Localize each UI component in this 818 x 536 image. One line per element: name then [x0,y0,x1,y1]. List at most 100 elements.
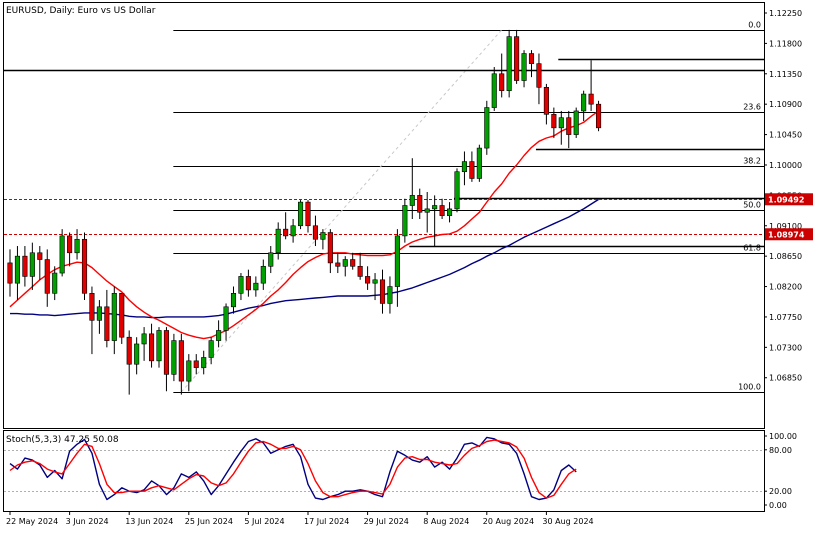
time-axis-label: 8 Aug 2024 [423,517,469,526]
candle-body [432,205,438,210]
time-axis-label: 29 Jul 2024 [364,517,409,526]
candlestick [22,246,28,287]
candlestick [178,333,184,395]
candle-body [446,208,453,216]
candle-body [417,195,423,213]
candle-body [89,293,95,321]
candlestick [394,229,400,307]
candlestick [7,249,13,297]
candle-body [528,53,535,64]
candle-body [186,360,192,382]
candle-body [283,228,289,237]
candlestick [253,276,259,297]
candle-body [290,225,296,237]
candle-body [111,293,117,341]
candlestick [372,273,378,301]
candle-body [365,276,371,284]
candlestick [275,222,281,260]
time-axis-label: 20 Aug 2024 [483,517,534,526]
candlestick [119,293,125,344]
candle-body [514,36,520,81]
candlestick [588,60,594,111]
price-axis-label: 1.10450 [769,131,802,140]
candle-body [201,357,207,368]
candlestick [357,252,363,280]
candle-body [193,360,199,368]
time-axis-label: 13 Jun 2024 [125,517,173,526]
candle-body [521,53,527,81]
candlestick [126,330,132,395]
candlestick [365,266,371,290]
candlestick [439,198,445,220]
candle-body [491,73,497,108]
candlestick [141,327,147,361]
candlestick [290,219,296,243]
candlestick [29,242,35,290]
price-tag-background [765,193,813,206]
fibonacci-level-label: 0.0 [748,21,761,30]
candlestick [499,53,505,98]
chart-title: EURUSD, Daily: Euro vs US Dollar [6,6,156,16]
fibonacci-trend-line [180,29,503,393]
candlestick [409,158,415,220]
candlestick [208,337,214,365]
time-axis-label: 3 Jun 2024 [66,517,109,526]
fibonacci-level-label: 23.6 [743,103,761,112]
stochastic-pane [4,436,764,501]
candlestick [350,252,356,270]
candlestick [521,50,527,88]
candlestick [156,327,162,368]
candle-body [245,276,251,291]
candle-body [67,235,73,254]
fibonacci-level-label: 38.2 [743,157,761,166]
candlestick [238,273,244,301]
stoch-main-line [9,436,577,501]
candlestick [551,107,557,138]
candlestick [536,53,542,105]
candlestick [327,229,333,274]
candle-body [134,343,140,365]
candle-body [305,201,311,227]
candlestick [96,300,102,334]
candle-body [7,262,13,284]
stoch-pane-frame [3,430,765,512]
axes: 1.12250 1.11800 1.11350 1.10900 1.10450 1.100… [6,9,813,526]
candlestick [149,323,155,368]
candlestick [424,191,430,233]
candle-body [320,232,326,240]
candle-body [149,333,155,362]
candlestick [245,269,251,297]
candlestick [283,212,289,240]
candlestick [566,110,572,149]
candlestick [216,320,222,348]
stoch-axis-label: 100.00 [769,432,797,441]
candle-body [342,259,348,267]
candlestick [461,151,468,186]
candle-body [223,306,229,331]
candlestick [171,333,177,382]
price-pane-frame [3,2,765,429]
candle-body [141,333,147,345]
candle-body [312,225,319,240]
candlestick [454,168,460,213]
candlestick [528,50,535,78]
candlestick [14,246,20,301]
candle-body [327,232,333,264]
candle-body [551,114,557,129]
candle-body [216,330,222,341]
candle-body [499,73,505,91]
candle-body [409,195,415,206]
candle-body [543,86,549,115]
candlestick [387,276,393,314]
candle-body [163,330,169,375]
candlestick [417,188,423,220]
stoch-axis-label: 20.00 [769,487,792,496]
candle-body [439,205,445,216]
candle-body [230,293,237,308]
candlestick [223,303,229,341]
candle-body [581,93,587,112]
stoch-axis-label: 0.00 [769,501,787,510]
candlestick [104,289,110,348]
candlestick [379,269,386,314]
